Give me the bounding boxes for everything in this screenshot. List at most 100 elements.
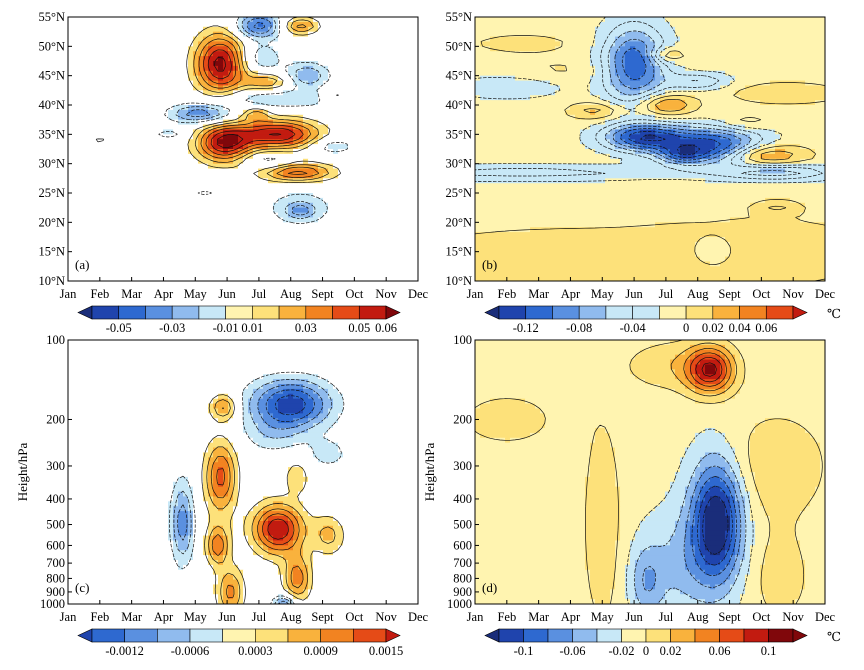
y-tick-label: 1000 <box>447 597 472 611</box>
colorbar-cell <box>198 305 226 320</box>
colorbar-tick-label: -0.03 <box>159 321 185 335</box>
y-tick-label: 40°N <box>445 98 472 112</box>
contour-line <box>201 394 344 604</box>
contour-field <box>475 17 825 281</box>
x-tick-label: Aug <box>687 287 709 301</box>
y-tick-label: 600 <box>453 538 472 552</box>
y-tick-label: 30°N <box>38 157 65 171</box>
contour-line <box>169 371 345 604</box>
contour-line <box>203 43 308 175</box>
panel-label: (d) <box>482 580 497 595</box>
colorbar: -0.0012 -0.0006 0.0003 0.0009 0.0015 <box>77 628 403 658</box>
contour-line <box>206 399 336 604</box>
y-tick-label: 15°N <box>38 245 65 259</box>
colorbar-cell <box>605 305 633 320</box>
colorbar-cell <box>792 628 808 643</box>
contour-line <box>175 17 322 219</box>
colorbar-cell <box>712 305 740 320</box>
contour-line <box>620 48 732 161</box>
y-tick-label: 20°N <box>38 215 65 229</box>
contour-line <box>689 352 727 387</box>
y-tick-label: 900 <box>46 585 65 599</box>
panel-label: (b) <box>482 257 497 272</box>
x-tick-label: May <box>591 287 615 301</box>
colorbar-tick-label: -0.12 <box>513 321 539 335</box>
y-tick-label: 55°N <box>38 10 65 24</box>
y-tick-label: 800 <box>46 571 65 585</box>
colorbar-cell <box>547 628 573 643</box>
colorbar-tick-label: -0.06 <box>559 644 585 658</box>
y-tick-label: 400 <box>453 492 472 506</box>
contour-line <box>640 134 701 156</box>
x-tick-label: May <box>184 287 208 301</box>
colorbar-cell <box>578 305 607 320</box>
y-tick-label: 1000 <box>40 597 65 611</box>
y-tick-label: 50°N <box>38 39 65 53</box>
x-tick-label: Jul <box>252 610 267 624</box>
colorbar-cell <box>596 628 622 643</box>
colorbar: -0.1 -0.06 -0.02 0 0.02 0.06 0.1 ℃ <box>484 628 841 658</box>
y-tick-label: 20°N <box>445 215 472 229</box>
y-tick-label: 100 <box>46 333 65 347</box>
y-axis-label: Height/hPa <box>15 443 30 502</box>
colorbar-cell <box>792 305 808 320</box>
x-tick-label: Oct <box>752 287 771 301</box>
x-tick-label: Jun <box>218 610 236 624</box>
y-tick-label: 200 <box>46 412 65 426</box>
y-tick-label: 800 <box>453 571 472 585</box>
x-tick-label: Feb <box>90 610 109 624</box>
x-tick-label: Jan <box>60 287 77 301</box>
x-tick-label: Nov <box>782 610 804 624</box>
contour-line <box>210 407 304 599</box>
colorbar-cell <box>632 305 660 320</box>
x-tick-label: Apr <box>561 287 581 301</box>
colorbar-cell <box>645 628 671 643</box>
contour-line <box>642 465 742 592</box>
colorbar-cell <box>305 305 333 320</box>
contour-lines <box>475 340 823 604</box>
contour-line <box>267 518 289 540</box>
y-tick-label: 900 <box>453 585 472 599</box>
colorbar-cell <box>719 628 745 643</box>
colorbar-cell <box>358 305 387 320</box>
contour-line <box>702 495 729 555</box>
x-tick-label: Mar <box>528 287 550 301</box>
x-tick-label: Jun <box>218 287 236 301</box>
y-tick-label: 100 <box>453 333 472 347</box>
y-tick-label: 15°N <box>445 245 472 259</box>
contour-line <box>695 356 723 383</box>
colorbar-cell <box>385 628 401 643</box>
y-axis-label: Height/hPa <box>422 443 437 502</box>
colorbar-tick-label: 0.06 <box>375 321 397 335</box>
plot-frame <box>474 339 826 605</box>
colorbar-cell <box>768 628 794 643</box>
colorbar-cell <box>255 628 289 643</box>
colorbar-cell <box>525 305 553 320</box>
y-tick-label: 45°N <box>445 69 472 83</box>
colorbar-tick-label: 0.1 <box>761 644 777 658</box>
y-tick-label: 25°N <box>445 186 472 200</box>
contour-line <box>583 98 794 210</box>
colorbar-cell <box>225 305 253 320</box>
panel-a: Jan Feb Mar Apr May Jun Jul Aug Sept Oct Nov Dec 10°… <box>38 10 428 335</box>
contour-line <box>177 384 324 604</box>
x-tick-label: Nov <box>782 287 804 301</box>
colorbar-tick-label: 0.0015 <box>369 644 403 658</box>
colorbar-cell <box>739 305 767 320</box>
x-tick-label: Sept <box>311 610 334 624</box>
y-tick-label: 50°N <box>445 39 472 53</box>
contour-line <box>691 476 737 576</box>
contour-line <box>683 347 732 392</box>
x-tick-label: Jan <box>467 287 484 301</box>
y-tick-label: 600 <box>46 538 65 552</box>
colorbar-tick-label: 0.01 <box>241 321 263 335</box>
colorbar-cell <box>484 628 500 643</box>
colorbar-tick-label: -0.04 <box>620 321 647 335</box>
x-tick-label: Apr <box>561 610 581 624</box>
x-tick-label: May <box>184 610 208 624</box>
contour-lines <box>95 17 348 224</box>
contour-line <box>605 30 801 176</box>
contour-line <box>633 452 747 604</box>
x-tick-label: Aug <box>280 610 302 624</box>
